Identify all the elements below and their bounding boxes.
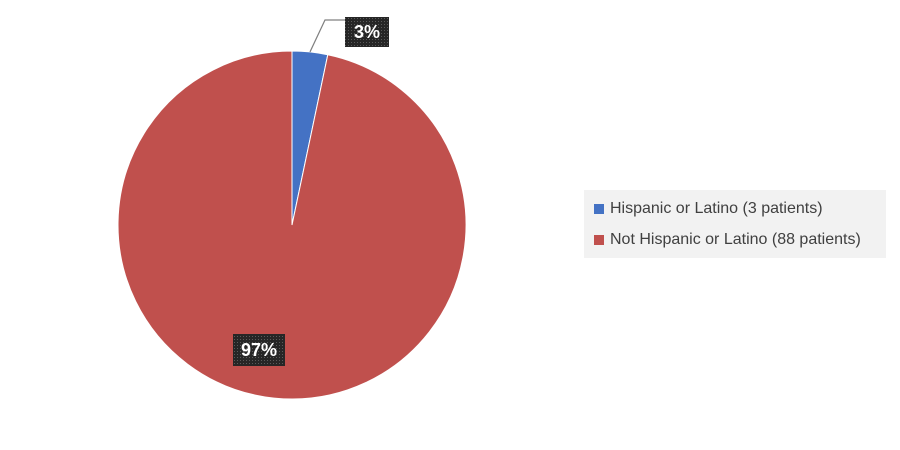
leader-line-hispanic — [309, 19, 345, 53]
legend: Hispanic or Latino (3 patients) Not Hisp… — [584, 190, 886, 258]
data-label-hispanic: 3% — [345, 17, 389, 47]
pie-slices — [117, 50, 467, 400]
data-label-not-hispanic: 97% — [233, 334, 285, 366]
legend-item-hispanic: Hispanic or Latino (3 patients) — [594, 200, 823, 218]
legend-swatch-hispanic — [594, 204, 604, 214]
data-label-not-hispanic-text: 97% — [241, 340, 277, 360]
data-labels: 3% 97% — [233, 17, 389, 366]
legend-label-hispanic: Hispanic or Latino (3 patients) — [610, 200, 823, 217]
legend-item-not-hispanic: Not Hispanic or Latino (88 patients) — [594, 231, 861, 249]
data-label-hispanic-text: 3% — [354, 22, 380, 42]
legend-label-not-hispanic: Not Hispanic or Latino (88 patients) — [610, 231, 861, 248]
data-label-hispanic-box — [345, 17, 389, 47]
slice-not-hispanic — [117, 50, 467, 400]
legend-swatch-not-hispanic — [594, 235, 604, 245]
data-label-not-hispanic-box — [233, 334, 285, 366]
